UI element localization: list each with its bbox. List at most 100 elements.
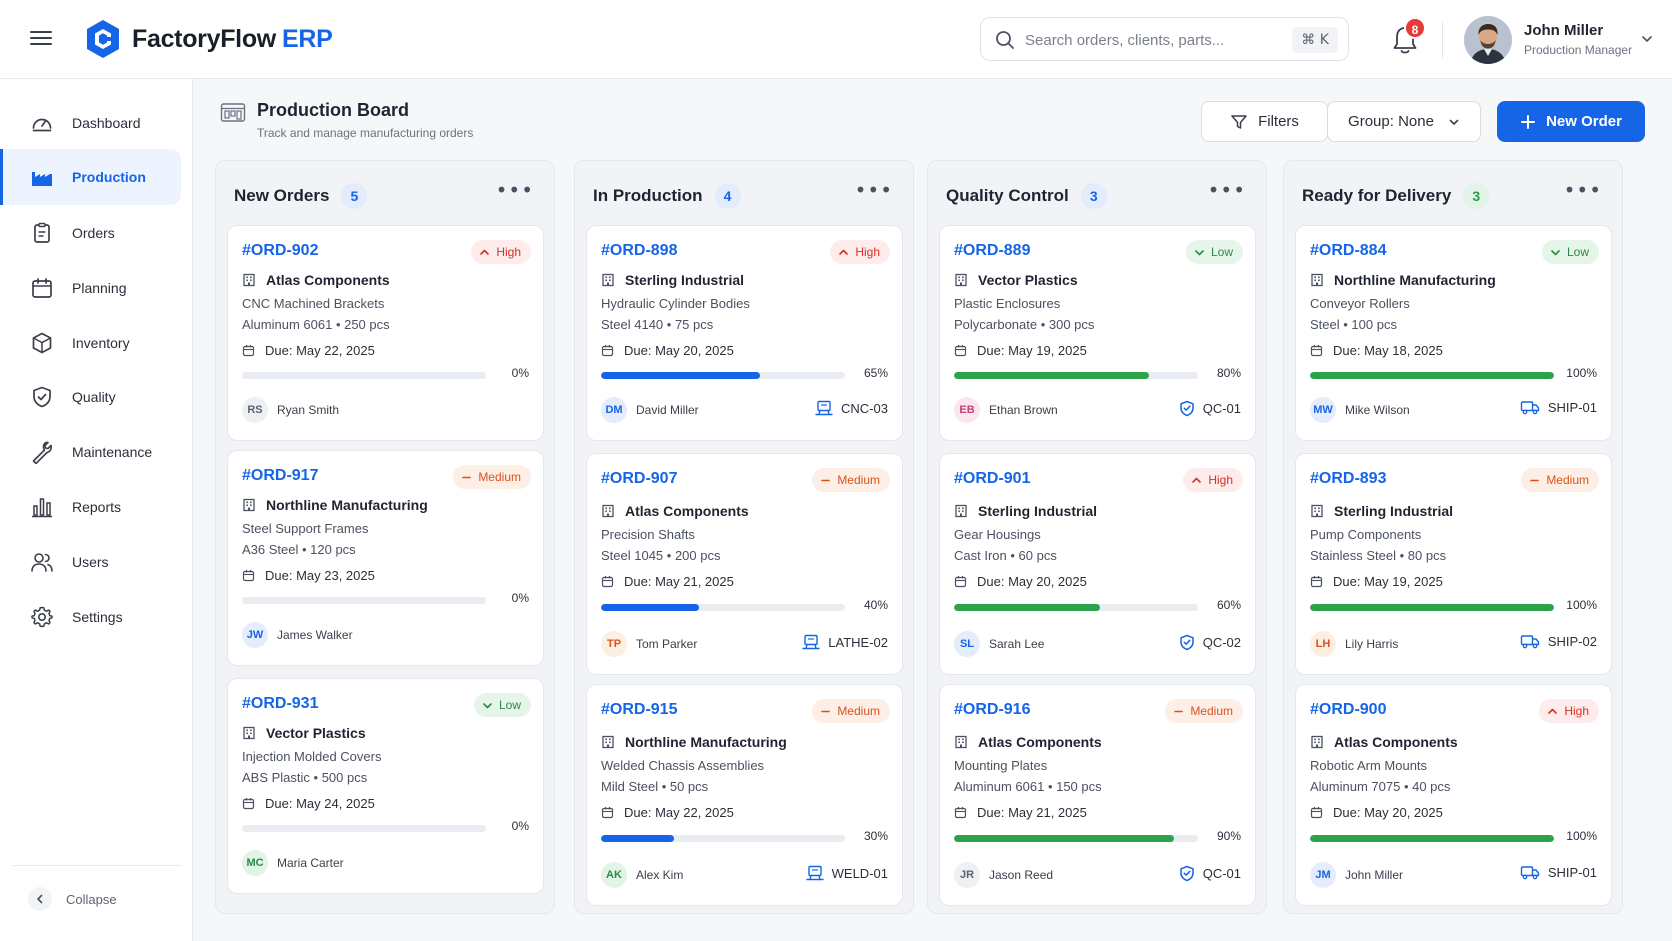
order-id[interactable]: #ORD-884 — [1310, 242, 1387, 259]
order-card[interactable]: #ORD-915 Medium Northline Manufacturing … — [586, 684, 903, 906]
menu-icon[interactable] — [28, 27, 54, 51]
group-by-dropdown[interactable]: Group: None — [1327, 101, 1481, 142]
material-quantity: A36 Steel • 120 pcs — [242, 542, 356, 557]
assignee-name: Jason Reed — [989, 868, 1054, 882]
order-id[interactable]: #ORD-901 — [954, 470, 1031, 487]
app-logo[interactable]: FactoryFlow ERP — [84, 18, 333, 60]
search-shortcut: ⌘ K — [1292, 27, 1338, 53]
order-card[interactable]: #ORD-931 Low Vector Plastics Injection M… — [227, 678, 544, 894]
sidebar-item-reports[interactable]: Reports — [0, 479, 181, 535]
progress-bar — [242, 372, 486, 379]
search-input[interactable] — [1025, 28, 1285, 52]
client-name: Vector Plastics — [242, 725, 366, 741]
assignee[interactable]: TP Tom Parker — [601, 631, 697, 657]
order-card[interactable]: #ORD-907 Medium Atlas Components Precisi… — [586, 453, 903, 675]
progress-bar — [601, 604, 845, 612]
order-id[interactable]: #ORD-907 — [601, 470, 678, 487]
sidebar-item-production[interactable]: Production — [0, 149, 181, 205]
order-card[interactable]: #ORD-901 High Sterling Industrial Gear H… — [939, 453, 1256, 675]
more-options-icon[interactable]: ••• — [854, 178, 893, 202]
sidebar-item-planning[interactable]: Planning — [0, 260, 181, 316]
new-order-button[interactable]: New Order — [1497, 101, 1645, 142]
assignee[interactable]: JR Jason Reed — [954, 862, 1053, 888]
progress-fill — [601, 604, 699, 612]
order-card[interactable]: #ORD-884 Low Northline Manufacturing Con… — [1295, 225, 1612, 441]
calendar-icon — [1310, 576, 1323, 588]
more-options-icon[interactable]: ••• — [1563, 178, 1602, 202]
part-name: Robotic Arm Mounts — [1310, 758, 1428, 773]
assignee-name: Mike Wilson — [1345, 403, 1410, 417]
order-card[interactable]: #ORD-916 Medium Atlas Components Mountin… — [939, 684, 1256, 906]
search-box[interactable]: ⌘ K — [980, 17, 1349, 61]
workstation-tag: CNC-03 — [815, 400, 888, 416]
sidebar-item-quality[interactable]: Quality — [0, 369, 181, 425]
assignee[interactable]: JM John Miller — [1310, 862, 1403, 888]
order-id[interactable]: #ORD-931 — [242, 695, 319, 712]
building-icon — [1311, 273, 1323, 287]
client-label: Atlas Components — [978, 734, 1102, 750]
sidebar-item-users[interactable]: Users — [0, 534, 181, 590]
order-card[interactable]: #ORD-917 Medium Northline Manufacturing … — [227, 450, 544, 666]
assignee[interactable]: RS Ryan Smith — [242, 397, 339, 423]
order-card[interactable]: #ORD-893 Medium Sterling Industrial Pump… — [1295, 453, 1612, 675]
column-title: New Orders — [234, 186, 330, 205]
collapse-sidebar-button[interactable]: Collapse — [28, 885, 117, 913]
order-id[interactable]: #ORD-917 — [242, 467, 319, 484]
part-name: Gear Housings — [954, 527, 1041, 542]
priority-label: Medium — [837, 704, 880, 718]
order-id[interactable]: #ORD-889 — [954, 242, 1031, 259]
assignee-name: Alex Kim — [636, 868, 684, 882]
assignee-name: James Walker — [277, 628, 353, 642]
more-options-icon[interactable]: ••• — [1207, 178, 1246, 202]
material-quantity: Aluminum 7075 • 40 pcs — [1310, 779, 1451, 794]
arrow-up-icon — [1192, 477, 1202, 483]
priority-label: High — [855, 245, 880, 259]
order-id[interactable]: #ORD-900 — [1310, 701, 1387, 718]
progress-percent: 90% — [1216, 829, 1241, 844]
sidebar-item-inventory[interactable]: Inventory — [0, 315, 181, 371]
order-id[interactable]: #ORD-916 — [954, 701, 1031, 718]
assignee[interactable]: EB Ethan Brown — [954, 397, 1058, 423]
more-options-icon[interactable]: ••• — [495, 178, 534, 202]
client-name: Atlas Components — [601, 503, 749, 519]
assignee[interactable]: MC Maria Carter — [242, 850, 344, 876]
assignee[interactable]: LH Lily Harris — [1310, 631, 1398, 657]
assignee-name: Sarah Lee — [989, 637, 1045, 651]
sidebar-item-dashboard[interactable]: Dashboard — [0, 95, 181, 151]
client-name: Atlas Components — [242, 272, 390, 288]
users-icon — [31, 553, 53, 572]
filters-button[interactable]: Filters — [1201, 101, 1328, 142]
order-card[interactable]: #ORD-902 High Atlas Components CNC Machi… — [227, 225, 544, 441]
board-icon — [220, 103, 246, 122]
order-card[interactable]: #ORD-898 High Sterling Industrial Hydrau… — [586, 225, 903, 441]
sidebar-item-label: Inventory — [72, 335, 130, 351]
progress-percent: 100% — [1566, 366, 1597, 380]
order-card[interactable]: #ORD-889 Low Vector Plastics Plastic Enc… — [939, 225, 1256, 441]
assignee[interactable]: MW Mike Wilson — [1310, 397, 1410, 423]
priority-label: Medium — [478, 470, 521, 484]
priority-badge: High — [830, 240, 890, 264]
order-card[interactable]: #ORD-900 High Atlas Components Robotic A… — [1295, 684, 1612, 906]
due-date: Due: May 20, 2025 — [954, 574, 1087, 589]
client-name: Vector Plastics — [954, 272, 1078, 288]
sidebar-item-settings[interactable]: Settings — [0, 589, 181, 645]
assignee[interactable]: DM David Miller — [601, 397, 699, 423]
order-id[interactable]: #ORD-893 — [1310, 470, 1387, 487]
assignee[interactable]: AK Alex Kim — [601, 862, 683, 888]
order-id[interactable]: #ORD-898 — [601, 242, 678, 259]
client-name: Northline Manufacturing — [242, 497, 428, 513]
calendar-icon — [954, 345, 967, 357]
calendar-icon — [954, 576, 967, 588]
sidebar-item-orders[interactable]: Orders — [0, 205, 181, 261]
sidebar-item-label: Users — [72, 554, 109, 570]
sidebar-item-label: Settings — [72, 609, 123, 625]
assignee[interactable]: JW James Walker — [242, 622, 353, 648]
sidebar-item-maintenance[interactable]: Maintenance — [0, 424, 181, 480]
user-menu[interactable]: John Miller Production Manager — [1464, 16, 1660, 64]
order-id[interactable]: #ORD-915 — [601, 701, 678, 718]
assignee[interactable]: SL Sarah Lee — [954, 631, 1044, 657]
order-id[interactable]: #ORD-902 — [242, 242, 319, 259]
arrow-down-icon — [1551, 249, 1560, 255]
avatar: LH — [1310, 631, 1336, 657]
wrench-icon — [32, 441, 53, 464]
